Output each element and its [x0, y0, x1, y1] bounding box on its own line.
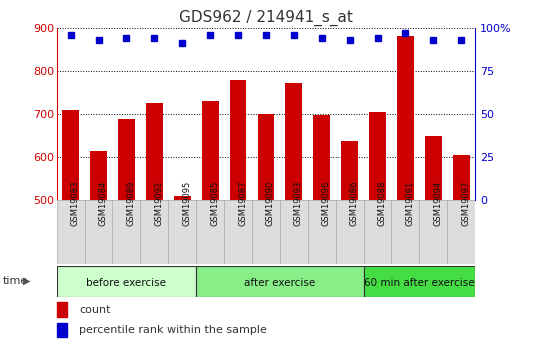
Text: GSM19088: GSM19088: [377, 180, 387, 226]
Bar: [447, 200, 475, 264]
Text: GSM19084: GSM19084: [98, 180, 107, 226]
Text: before exercise: before exercise: [86, 278, 166, 288]
Bar: [286, 83, 302, 200]
Bar: [62, 110, 79, 200]
Bar: [168, 200, 196, 264]
Text: GSM19094: GSM19094: [433, 181, 442, 226]
Text: GSM19093: GSM19093: [294, 180, 303, 226]
Text: GSM19091: GSM19091: [406, 181, 414, 226]
Bar: [308, 200, 336, 264]
Bar: [252, 200, 280, 264]
Text: GSM19086: GSM19086: [350, 180, 359, 226]
Bar: [196, 266, 363, 297]
Bar: [336, 200, 363, 264]
Bar: [425, 136, 442, 200]
Text: GSM19085: GSM19085: [210, 180, 219, 226]
Bar: [392, 200, 420, 264]
Text: ▶: ▶: [23, 276, 30, 286]
Bar: [224, 200, 252, 264]
Text: after exercise: after exercise: [244, 278, 315, 288]
Title: GDS962 / 214941_s_at: GDS962 / 214941_s_at: [179, 10, 353, 26]
Bar: [57, 302, 67, 317]
Bar: [453, 155, 470, 200]
Bar: [420, 200, 447, 264]
Text: 60 min after exercise: 60 min after exercise: [364, 278, 475, 288]
Text: GSM19096: GSM19096: [322, 180, 330, 226]
Bar: [369, 112, 386, 200]
Bar: [313, 115, 330, 200]
Bar: [196, 200, 224, 264]
Bar: [363, 266, 475, 297]
Text: time: time: [3, 276, 28, 286]
Bar: [57, 323, 67, 337]
Text: GSM19089: GSM19089: [126, 180, 136, 226]
Bar: [146, 103, 163, 200]
Text: count: count: [79, 305, 111, 315]
Text: GSM19095: GSM19095: [183, 181, 191, 226]
Text: GSM19087: GSM19087: [238, 180, 247, 226]
Text: GSM19083: GSM19083: [71, 180, 80, 226]
Bar: [363, 200, 392, 264]
Bar: [174, 196, 191, 200]
Bar: [57, 200, 85, 264]
Text: percentile rank within the sample: percentile rank within the sample: [79, 325, 267, 335]
Bar: [258, 114, 274, 200]
Text: GSM19097: GSM19097: [461, 180, 470, 226]
Bar: [202, 101, 219, 200]
Bar: [118, 119, 135, 200]
Bar: [112, 200, 140, 264]
Text: GSM19090: GSM19090: [266, 181, 275, 226]
Bar: [57, 266, 196, 297]
Text: GSM19092: GSM19092: [154, 181, 163, 226]
Bar: [140, 200, 168, 264]
Bar: [397, 36, 414, 200]
Bar: [90, 150, 107, 200]
Bar: [280, 200, 308, 264]
Bar: [230, 80, 246, 200]
Bar: [85, 200, 112, 264]
Bar: [341, 141, 358, 200]
